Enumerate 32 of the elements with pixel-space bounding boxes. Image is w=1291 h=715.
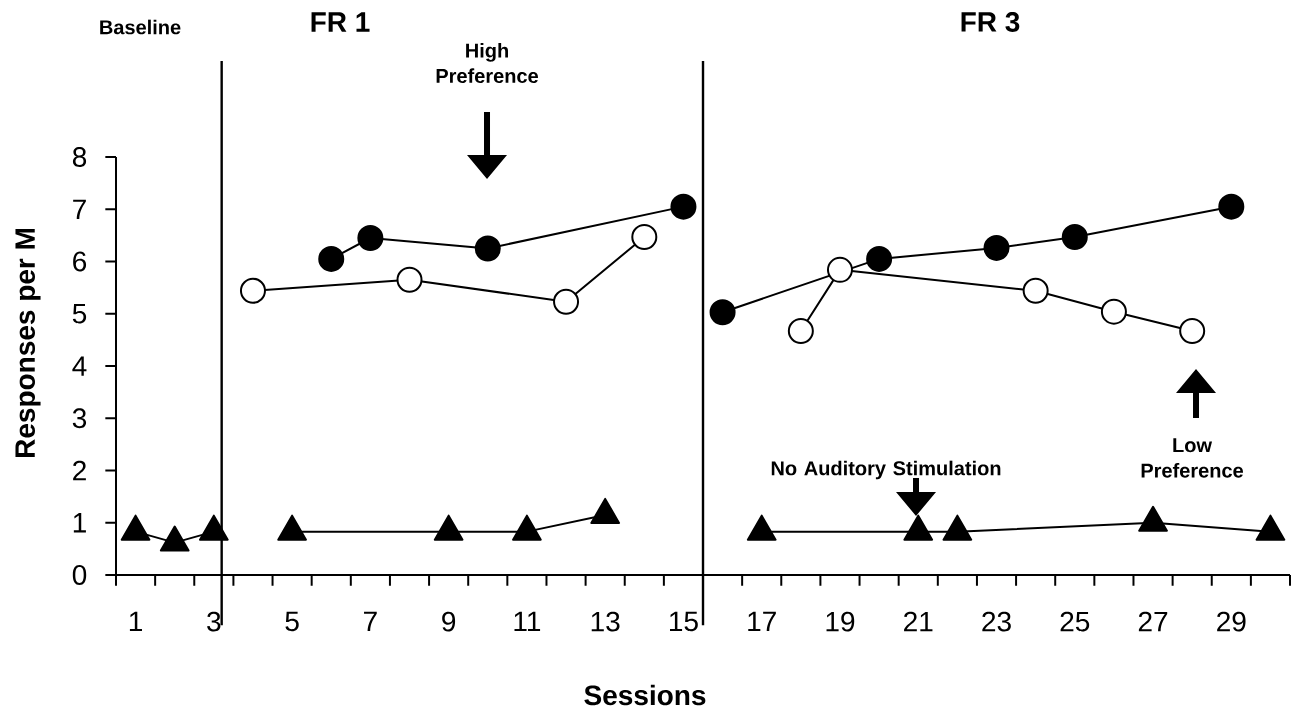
x-axis-title: Sessions <box>584 684 706 706</box>
text: FR 1 <box>311 12 370 32</box>
x-tick-label: 27 <box>1138 611 1168 632</box>
x-tick-label: 11 <box>514 611 541 631</box>
x-tick-label: 5 <box>285 611 299 632</box>
annotation: No Auditory Stimulation <box>771 460 1001 480</box>
y-tick-label: 6 <box>73 251 87 272</box>
x-tick-label: 21 <box>904 611 933 632</box>
y-tick-label: 1 <box>73 513 86 533</box>
x-tick-label: 15 <box>670 611 698 632</box>
y-tick-label: 3 <box>72 408 87 429</box>
x-tick-label: 23 <box>982 611 1011 632</box>
x-tick-label: 17 <box>748 611 776 631</box>
text: FR 3 <box>961 12 1020 32</box>
text: Baseline <box>100 19 181 35</box>
y-axis-title: Responses per M <box>15 228 41 458</box>
x-tick-label: 29 <box>1217 611 1246 632</box>
y-tick-label: 4 <box>72 356 87 376</box>
y-tick-label: 7 <box>73 199 86 219</box>
y-tick-label: 5 <box>72 303 87 324</box>
x-tick-label: 3 <box>207 611 221 632</box>
y-tick-label: 8 <box>72 147 87 167</box>
x-tick-label: 1 <box>129 611 142 631</box>
x-tick-label: 13 <box>591 611 620 632</box>
x-tick-label: 7 <box>364 611 377 631</box>
x-tick-label: 9 <box>442 611 456 632</box>
x-tick-label: 19 <box>826 611 855 632</box>
y-tick-label: 0 <box>72 565 87 585</box>
annotation: Low Preference <box>1141 438 1244 478</box>
y-tick-label: 2 <box>73 460 86 481</box>
text: High Preference <box>436 42 538 83</box>
x-tick-label: 25 <box>1060 611 1090 632</box>
